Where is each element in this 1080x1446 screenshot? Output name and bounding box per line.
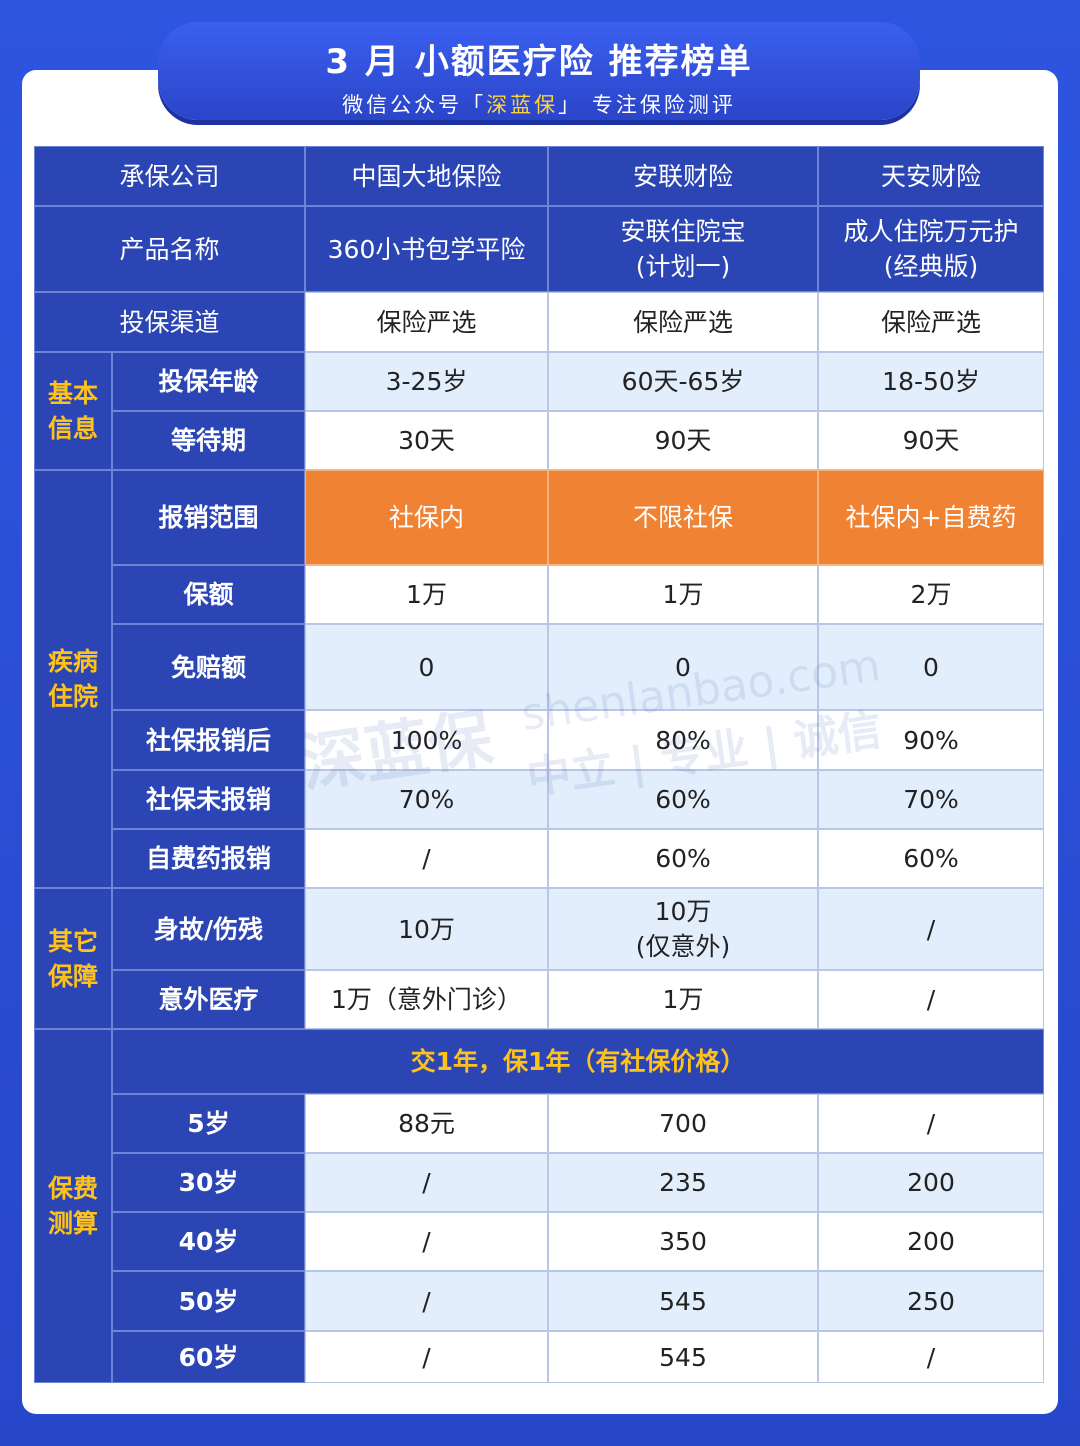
- table-cell: 60天-65岁: [548, 352, 818, 411]
- table-cell: 2万: [818, 565, 1044, 624]
- table-cell: 545: [548, 1331, 818, 1383]
- table-cell: 天安财险: [818, 146, 1044, 206]
- row-label: 免赔额: [112, 624, 305, 710]
- table-cell: /: [818, 970, 1044, 1029]
- table-cell: 1万: [305, 565, 548, 624]
- table-cell: 60%: [548, 770, 818, 829]
- row-label: 承保公司: [34, 146, 305, 206]
- table-cell: 不限社保: [548, 470, 818, 565]
- table-cell: 88元: [305, 1094, 548, 1153]
- group-label: 基本 信息: [34, 352, 112, 470]
- subtitle-prefix: 微信公众号「: [342, 93, 487, 117]
- table-cell: /: [305, 1153, 548, 1212]
- group-label: 保费 测算: [34, 1029, 112, 1383]
- table-cell: 0: [548, 624, 818, 710]
- table-cell: 700: [548, 1094, 818, 1153]
- row-label: 投保渠道: [34, 292, 305, 352]
- table-cell: 18-50岁: [818, 352, 1044, 411]
- table-cell: /: [818, 1094, 1044, 1153]
- table-cell: 安联住院宝 (计划一): [548, 206, 818, 292]
- row-label: 产品名称: [34, 206, 305, 292]
- row-label: 30岁: [112, 1153, 305, 1212]
- table-cell: 90%: [818, 710, 1044, 770]
- row-label: 社保未报销: [112, 770, 305, 829]
- table-cell: 200: [818, 1153, 1044, 1212]
- table-cell: 250: [818, 1271, 1044, 1331]
- table-cell: 1万: [548, 565, 818, 624]
- row-label: 意外医疗: [112, 970, 305, 1029]
- table-cell: 60%: [548, 829, 818, 888]
- row-label: 自费药报销: [112, 829, 305, 888]
- table-cell: /: [305, 1331, 548, 1383]
- row-label: 保额: [112, 565, 305, 624]
- group-label: 疾病 住院: [34, 470, 112, 888]
- table-cell: 60%: [818, 829, 1044, 888]
- table-cell: 545: [548, 1271, 818, 1331]
- table-cell: 90天: [818, 411, 1044, 470]
- table-cell: 360小书包学平险: [305, 206, 548, 292]
- section-header: 交1年，保1年（有社保价格）: [112, 1029, 1044, 1094]
- table-cell: 70%: [305, 770, 548, 829]
- table-cell: 90天: [548, 411, 818, 470]
- table-cell: 保险严选: [305, 292, 548, 352]
- subtitle: 微信公众号「深蓝保」 专注保险测评: [158, 89, 920, 119]
- row-label: 报销范围: [112, 470, 305, 565]
- table-cell: 30天: [305, 411, 548, 470]
- table-cell: 3-25岁: [305, 352, 548, 411]
- table-cell: 中国大地保险: [305, 146, 548, 206]
- table-cell: 10万 (仅意外): [548, 888, 818, 970]
- table-cell: /: [305, 1271, 548, 1331]
- table-cell: 保险严选: [548, 292, 818, 352]
- row-label: 40岁: [112, 1212, 305, 1271]
- table-cell: 0: [305, 624, 548, 710]
- table-cell: 1万（意外门诊）: [305, 970, 548, 1029]
- banner: 3 月 小额医疗险 推荐榜单 微信公众号「深蓝保」 专注保险测评: [158, 22, 920, 120]
- title: 3 月 小额医疗险 推荐榜单: [325, 42, 753, 82]
- table-cell: /: [305, 1212, 548, 1271]
- row-label: 投保年龄: [112, 352, 305, 411]
- table-cell: 1万: [548, 970, 818, 1029]
- table-cell: 社保内: [305, 470, 548, 565]
- group-label: 其它 保障: [34, 888, 112, 1029]
- row-label: 等待期: [112, 411, 305, 470]
- table-cell: /: [818, 888, 1044, 970]
- table-cell: 235: [548, 1153, 818, 1212]
- table-cell: 80%: [548, 710, 818, 770]
- table-cell: 社保内+自费药: [818, 470, 1044, 565]
- table-cell: 350: [548, 1212, 818, 1271]
- table-cell: 保险严选: [818, 292, 1044, 352]
- row-label: 60岁: [112, 1331, 305, 1383]
- table-cell: 200: [818, 1212, 1044, 1271]
- table-cell: 70%: [818, 770, 1044, 829]
- table-cell: 安联财险: [548, 146, 818, 206]
- table-cell: 0: [818, 624, 1044, 710]
- row-label: 50岁: [112, 1271, 305, 1331]
- subtitle-suffix: 」 专注保险测评: [558, 93, 736, 117]
- row-label: 5岁: [112, 1094, 305, 1153]
- table-cell: 100%: [305, 710, 548, 770]
- table-cell: /: [818, 1331, 1044, 1383]
- subtitle-brand: 深蓝保: [486, 93, 559, 117]
- row-label: 社保报销后: [112, 710, 305, 770]
- table-cell: /: [305, 829, 548, 888]
- row-label: 身故/伤残: [112, 888, 305, 970]
- table-cell: 10万: [305, 888, 548, 970]
- table-cell: 成人住院万元护 (经典版): [818, 206, 1044, 292]
